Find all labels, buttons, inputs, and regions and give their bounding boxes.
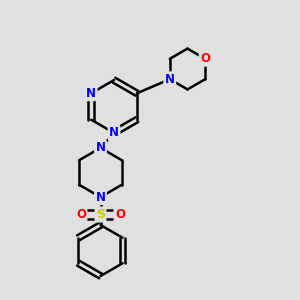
Text: N: N xyxy=(95,141,106,154)
Text: N: N xyxy=(109,126,119,140)
Text: O: O xyxy=(76,208,86,221)
Text: N: N xyxy=(165,73,175,86)
Text: N: N xyxy=(95,190,106,204)
Text: O: O xyxy=(115,208,125,221)
Text: N: N xyxy=(86,87,96,100)
Text: O: O xyxy=(200,52,210,65)
Text: S: S xyxy=(96,208,105,221)
